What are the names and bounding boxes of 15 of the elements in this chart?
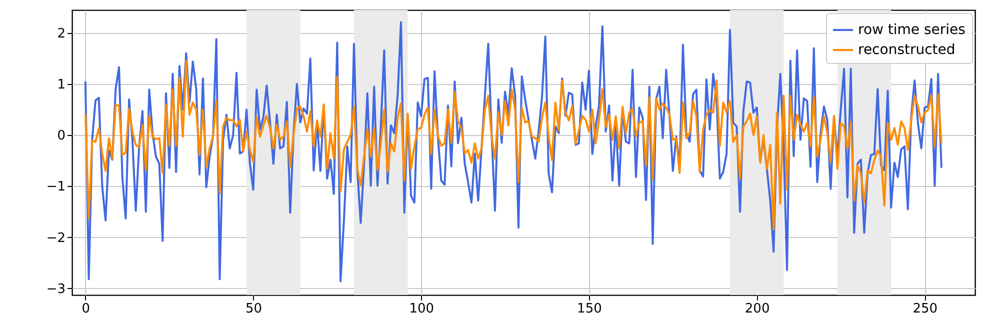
y-tick-label: −2: [46, 230, 66, 246]
y-tick-label: 2: [57, 26, 66, 42]
y-tick-label: −1: [46, 180, 66, 195]
legend-label: row time series: [858, 22, 966, 38]
x-tick-label: 150: [577, 302, 602, 316]
y-tick-label: 1: [57, 78, 66, 93]
x-tick-label: 50: [246, 302, 262, 316]
y-tick-label: −3: [46, 282, 66, 297]
line-series: [84, 60, 942, 231]
x-tick-label: 200: [744, 302, 770, 316]
legend-label: reconstructed: [858, 42, 956, 58]
x-tick-label: 100: [409, 302, 434, 316]
y-tick-label: 0: [57, 128, 66, 144]
x-tick-label: 0: [82, 302, 90, 316]
x-tick-label: 250: [912, 302, 938, 316]
